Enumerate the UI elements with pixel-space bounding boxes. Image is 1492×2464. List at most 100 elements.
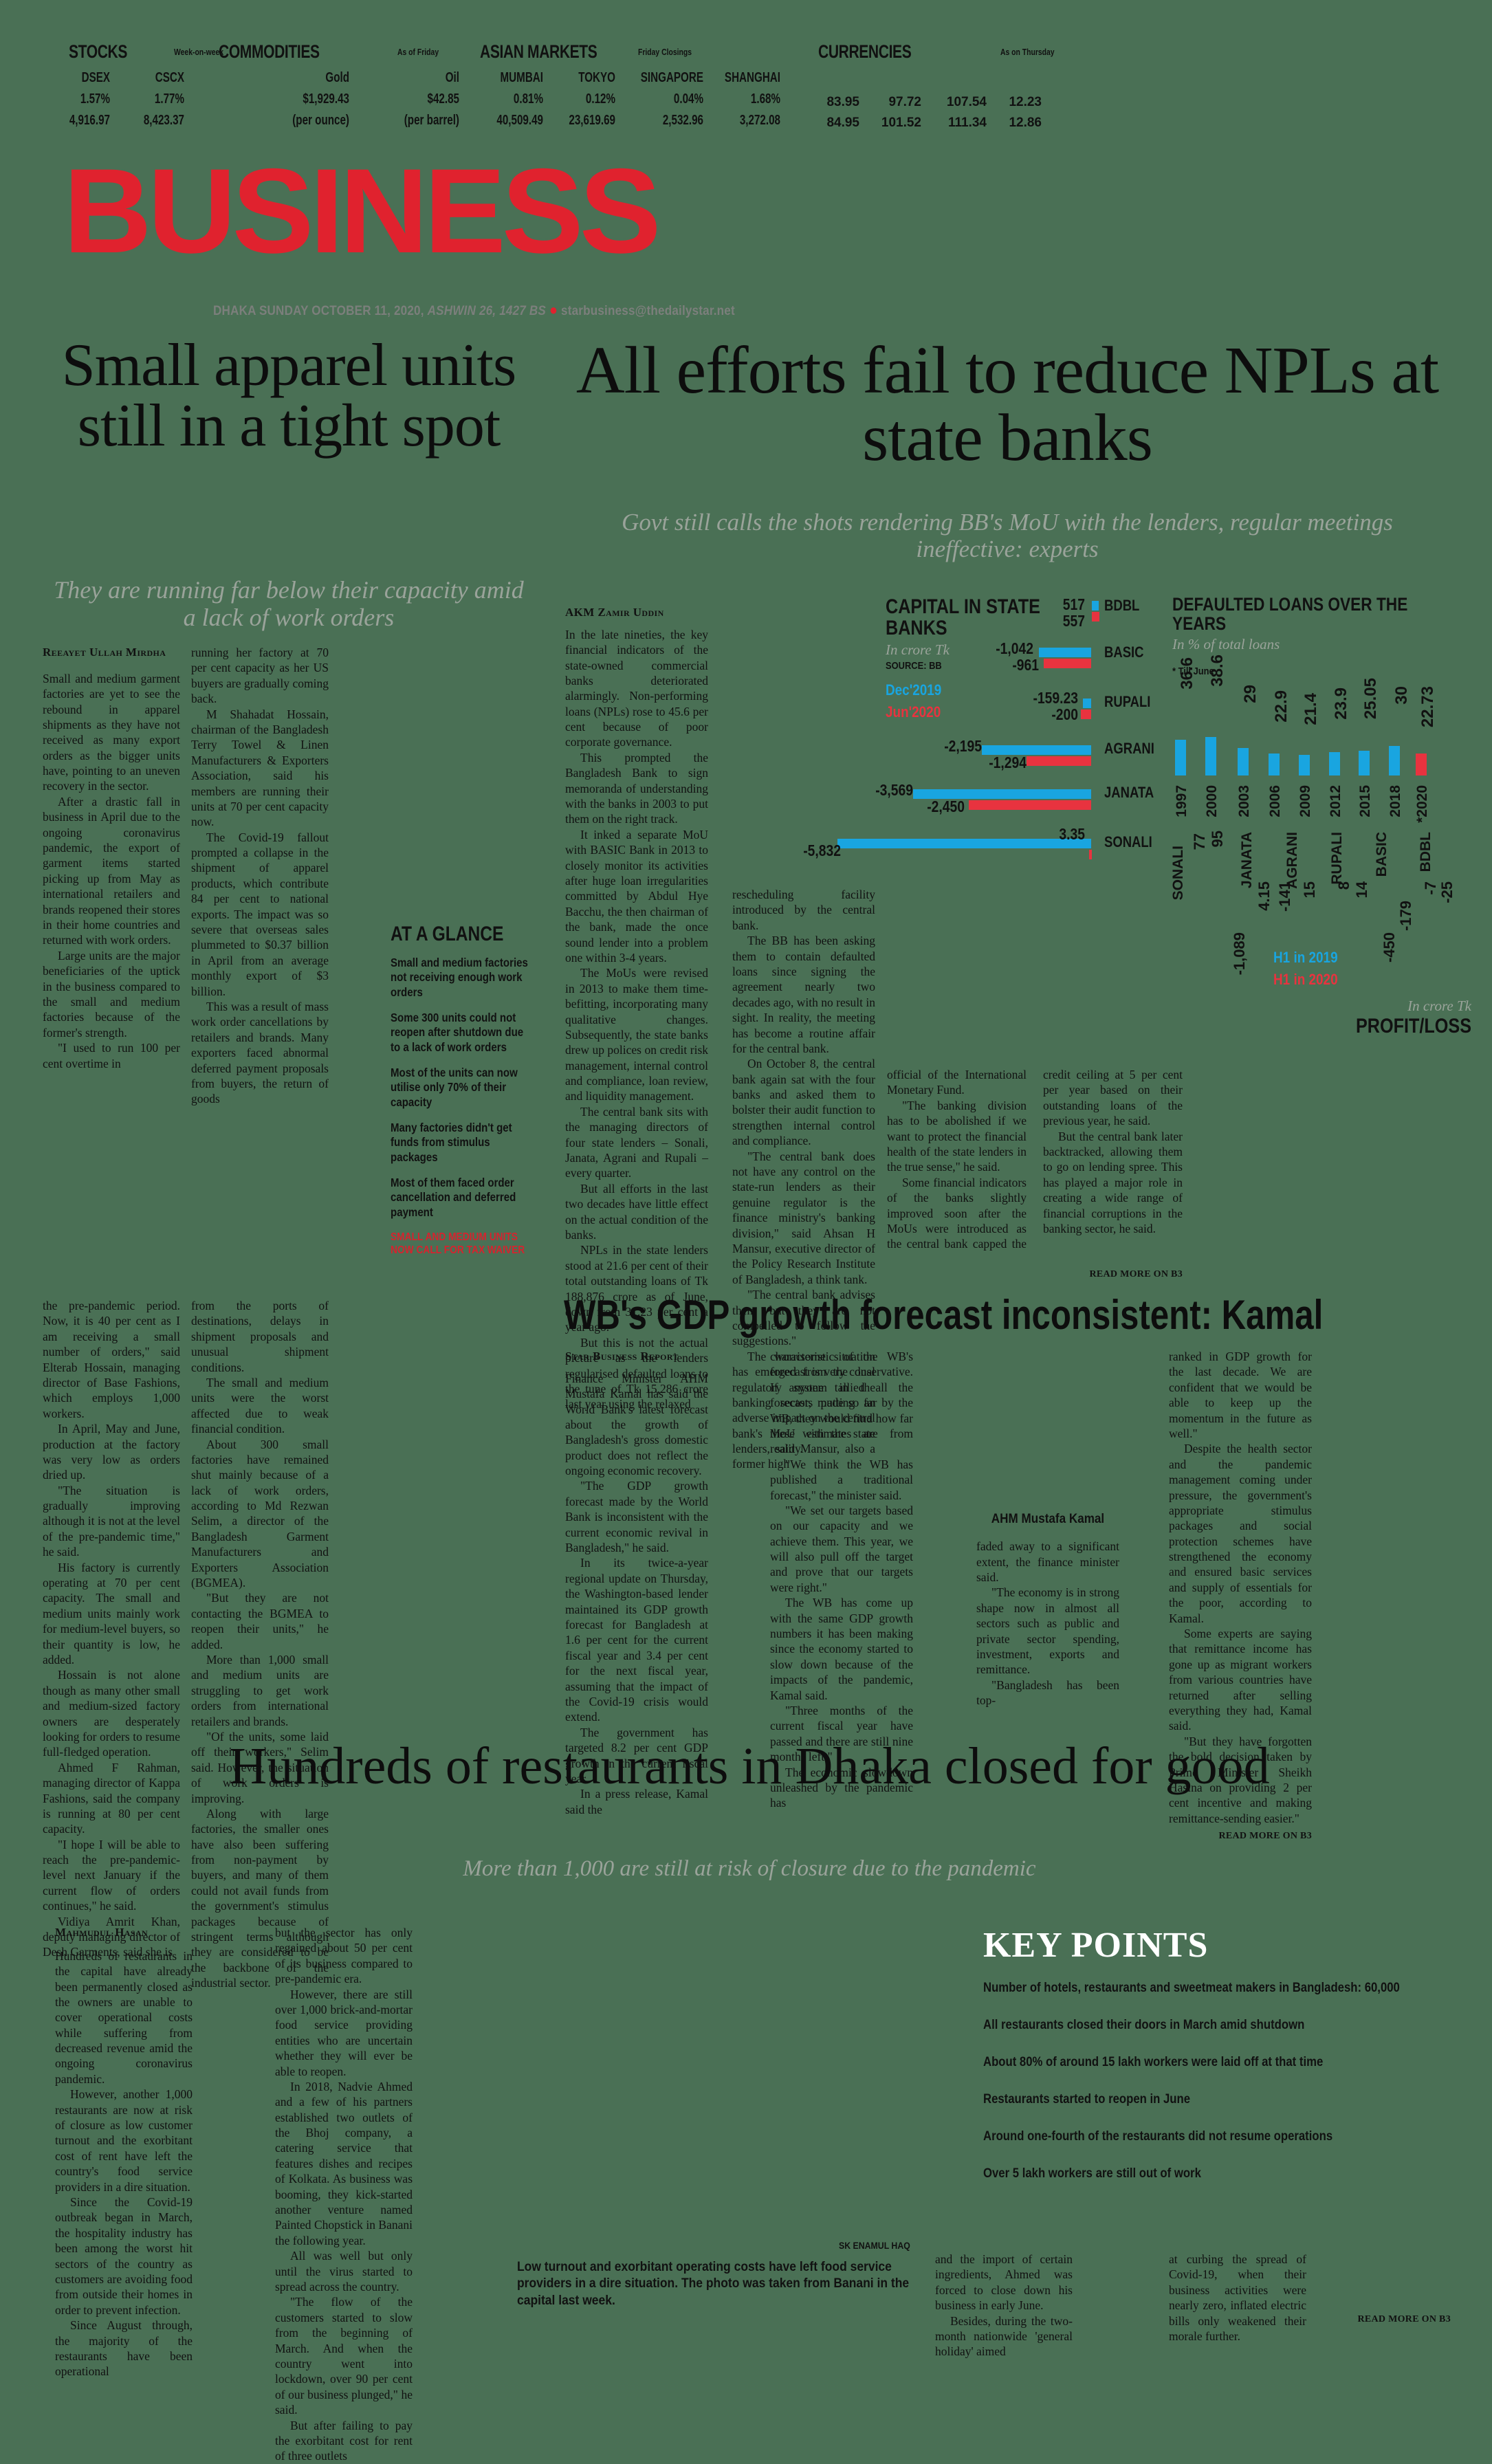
story2-headline[interactable]: All efforts fail to reduce NPLs at state…	[575, 333, 1439, 475]
ticker-currency-2: 97.72 101.52	[881, 95, 921, 130]
bar-sonali-2019	[837, 839, 1091, 848]
ticker-group-asian: ASIAN MARKETS	[480, 41, 597, 62]
paragraph: The small and medium units were the wors…	[191, 1375, 329, 1436]
ticker-title-stocks: STOCKS	[69, 41, 128, 62]
paragraph: The MoUs were revised in 2013 to make th…	[565, 966, 708, 1103]
ticker-gold: Gold $1,929.43 (per ounce)	[292, 70, 349, 128]
bar-janata-2019	[913, 789, 1091, 799]
pl-title: PROFIT/LOSS	[1355, 1015, 1471, 1037]
story3-readmore[interactable]: READ MORE ON B3	[1218, 1831, 1312, 1842]
list-item: Most of the units can now utilise only 7…	[391, 1066, 518, 1109]
story4-headline[interactable]: Hundreds of restaurants in Dhaka closed …	[229, 1737, 1270, 1795]
chart-source: SOURCE: BB	[886, 660, 942, 672]
bar-janata-2020	[969, 800, 1091, 810]
pl-category-bdbl: BDBL	[1418, 832, 1434, 872]
value-janata-2019: -3,569	[875, 781, 913, 799]
pl-value-sonali-2019: 77	[1191, 833, 1208, 850]
story3-column-2: characteristic of the WB's forecast is v…	[770, 1349, 913, 1811]
value-sonali-2020: 3.35	[1059, 825, 1085, 843]
paragraph: Since August through, the majority of th…	[55, 2318, 193, 2379]
key-points-title: KEY POINTS	[983, 1926, 1209, 1965]
ticker-note-stocks: Week-on-week	[174, 47, 224, 57]
paragraph: In 2018, Nadvie Ahmed and a few of his p…	[275, 2079, 413, 2247]
story1-byline: Reeayet Ullah Mirdha	[43, 646, 166, 659]
paragraph: The Covid-19 fallout prompted a collapse…	[191, 830, 329, 998]
paragraph: at curbing the spread of Covid-19, when …	[1169, 2252, 1306, 2343]
value-bdbl-2019: 517	[1062, 595, 1085, 613]
story3-byline: Star Business Report	[565, 1350, 679, 1363]
paragraph: "The flow of the customers started to sl…	[275, 2295, 413, 2417]
story1-column-3: the pre-pandemic period. Now, it is 40 p…	[43, 1298, 180, 1960]
dateline: DHAKA SUNDAY OCTOBER 11, 2020, ASHWIN 26…	[213, 301, 735, 319]
ticker-cscx: CSCX 1.77% 8,423.37	[143, 70, 184, 128]
paragraph: and the import of certain ingredients, A…	[935, 2252, 1073, 2313]
value-agrani-2020: -1,294	[989, 754, 1027, 771]
story3-headline[interactable]: WB's GDP growth forecast inconsistent: K…	[564, 1292, 1324, 1338]
bar-2009	[1299, 755, 1310, 776]
story2-column-3: official of the International Monetary F…	[887, 1067, 1183, 1252]
pl-value-basic-2020: -179	[1397, 901, 1414, 932]
pl-value-rupali-2020: 14	[1353, 881, 1370, 899]
paragraph: The worrisome situation has emerged from…	[732, 1349, 875, 1471]
story1-headline[interactable]: Small apparel units still in a tight spo…	[61, 332, 516, 459]
value-agrani-2019: -2,195	[944, 737, 982, 755]
ticker-group-currencies: CURRENCIES	[818, 41, 912, 62]
bar-basic-2019	[1039, 648, 1091, 657]
masthead-email[interactable]: starbusiness@thedailystar.net	[561, 304, 735, 318]
bar-2006	[1269, 754, 1280, 776]
story2-column-2: rescheduling facility introduced by the …	[732, 887, 875, 1472]
value-2009: 21.4	[1302, 693, 1320, 725]
paragraph: The WB has come up with the same GDP gro…	[770, 1596, 913, 1702]
paragraph: In its twice-a-year regional update on T…	[565, 1556, 708, 1724]
pl-category-sonali: SONALI	[1170, 846, 1186, 901]
paragraph: About 300 small factories have remained …	[191, 1437, 329, 1590]
story3-column-1: Star Business Report Finance Minister AH…	[565, 1349, 708, 1817]
paragraph: Along with large factories, the smaller …	[191, 1806, 329, 1990]
photo-credit: SK ENAMUL HAQ	[839, 2240, 910, 2251]
story4-readmore[interactable]: READ MORE ON B3	[1357, 2314, 1451, 2324]
paragraph: "We think the WB has published a traditi…	[770, 1457, 913, 1502]
key-points-list: Number of hotels, restaurants and sweetm…	[983, 1981, 1464, 2181]
chart-profit-loss: SONALI JANATA AGRANI RUPALI BASIC BDBL 7…	[1162, 798, 1471, 1038]
paragraph: "Bangladesh has been top-	[976, 1678, 1119, 1708]
story4-column-4: at curbing the spread of Covid-19, when …	[1169, 2252, 1306, 2344]
paragraph: In a press release, Kamal said the	[565, 1787, 708, 1816]
bar-2020	[1416, 754, 1427, 776]
story1-column-1: Reeayet Ullah Mirdha Small and medium ga…	[43, 645, 180, 1071]
value-janata-2020: -2,450	[927, 798, 965, 815]
value-2006: 22.9	[1272, 690, 1291, 723]
chart-category-bdbl: BDBL	[1104, 597, 1140, 614]
paragraph: running her factory at 70 per cent capac…	[191, 646, 329, 706]
chart-category-sonali: SONALI	[1104, 833, 1152, 850]
story2-readmore[interactable]: READ MORE ON B3	[1089, 1269, 1183, 1279]
story4-column-3: and the import of certain ingredients, A…	[935, 2252, 1073, 2360]
ticker-note-commodities: As of Friday	[397, 47, 439, 57]
story4-column-2: but the sector has only regained about 5…	[275, 1925, 413, 2464]
pl-category-janata: JANATA	[1239, 832, 1255, 889]
story2-subhead: Govt still calls the shots rendering BB'…	[622, 509, 1393, 563]
paragraph: "Of the units, some laid off their worke…	[191, 1729, 329, 1805]
bar-2018	[1389, 746, 1400, 776]
paragraph: Vidiya Amrit Khan, deputy managing direc…	[43, 1914, 180, 1959]
paragraph: "The banking division has to be abolishe…	[887, 1098, 1027, 1174]
photo-caption-kamal: AHM Mustafa Kamal	[991, 1512, 1105, 1526]
paragraph: rescheduling facility introduced by the …	[732, 888, 875, 932]
paragraph: This was a result of mass work order can…	[191, 999, 329, 1106]
at-a-glance-list: Small and medium factories not receiving…	[391, 956, 535, 1220]
paragraph: Finance Minister AHM Mustafa Kamal has s…	[565, 1371, 708, 1478]
bar-2015	[1359, 751, 1370, 776]
story4-column-1: Mahmudul Hasan Hundreds of restaurants i…	[55, 1925, 193, 2379]
at-a-glance-tagline: SMALL AND MEDIUM UNITS NOW CALL FOR TAX …	[391, 1231, 525, 1257]
paragraph: However, there are still over 1,000 bric…	[275, 1987, 413, 2078]
story3-photo-column: AHM Mustafa Kamal faded away to a signif…	[976, 1349, 1119, 1708]
value-bdbl-2020: 557	[1062, 612, 1085, 630]
ticker-group-stocks: STOCKS	[69, 41, 144, 63]
chart-category-janata: JANATA	[1104, 784, 1154, 801]
pl-category-basic: BASIC	[1374, 832, 1390, 877]
paragraph: "The central bank does not have any cont…	[732, 1149, 875, 1286]
dateline-dot-icon: ●	[549, 301, 558, 318]
paragraph: All was well but only until the virus st…	[275, 2249, 413, 2294]
ticker-note-asian: Friday Closings	[638, 47, 692, 57]
paragraph: In April, May and June, production at th…	[43, 1422, 180, 1482]
list-item: Small and medium factories not receiving…	[391, 956, 528, 999]
